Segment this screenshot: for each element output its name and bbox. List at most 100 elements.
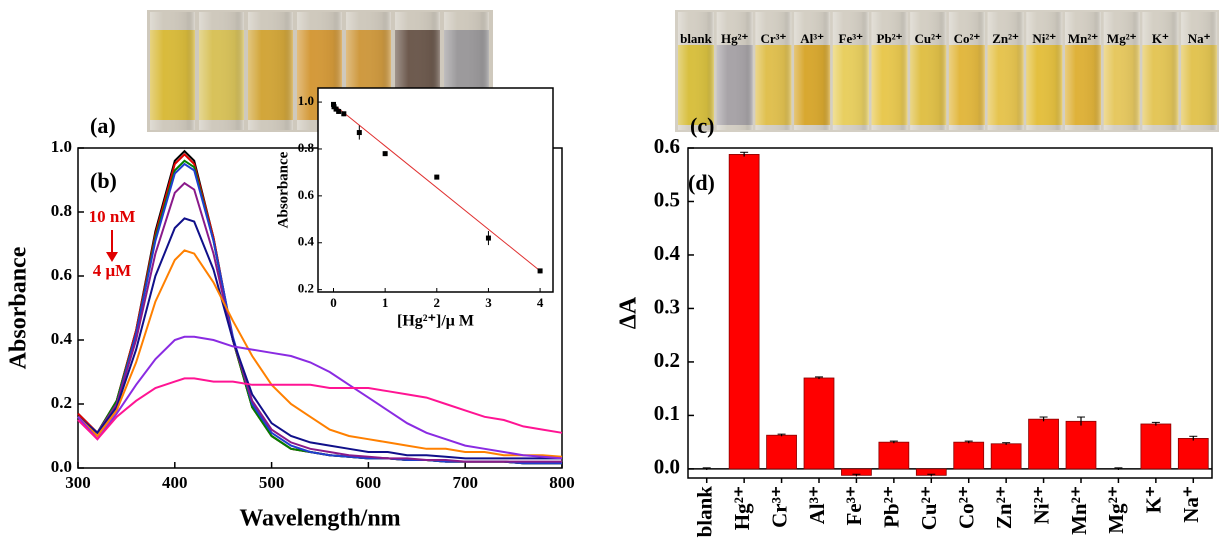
vial-glass	[1142, 12, 1178, 130]
annotation: 4 μM	[93, 261, 131, 280]
point	[357, 130, 362, 135]
vial-label: Cr³⁺	[760, 31, 786, 46]
vial-glass	[872, 12, 908, 130]
vial-label: Zn²⁺	[992, 31, 1019, 46]
spectrum-line	[78, 337, 562, 459]
vial-label: K⁺	[1152, 31, 1169, 46]
vial-label: Pb²⁺	[877, 31, 903, 46]
x-tick-label: 4	[537, 295, 544, 310]
x-tick-label: Cu²⁺	[917, 486, 941, 530]
y-tick-label: 0.4	[654, 241, 681, 265]
y-axis-title: ΔA	[616, 296, 642, 329]
point	[336, 109, 341, 114]
vial-glass	[794, 12, 830, 130]
panel-label: (c)	[690, 113, 714, 138]
bar	[1029, 419, 1059, 469]
point	[486, 236, 491, 241]
x-tick-label: 700	[452, 473, 478, 492]
bar	[1066, 421, 1096, 469]
x-tick-label: 800	[549, 473, 575, 492]
vial-label: Na⁺	[1188, 31, 1211, 46]
x-tick-label: Co²⁺	[955, 486, 979, 529]
bar	[991, 444, 1021, 469]
x-tick-label: Cr³⁺	[767, 486, 791, 528]
annotation: 10 nM	[89, 207, 136, 226]
x-tick-label: 400	[162, 473, 188, 492]
y-axis-title: Absorbance	[6, 246, 32, 369]
y-tick-label: 0.5	[654, 187, 680, 211]
x-tick-label: Al³⁺	[805, 486, 829, 524]
x-tick-label: Hg²⁺	[730, 486, 754, 530]
x-tick-label: 1	[382, 295, 389, 310]
bar	[767, 435, 797, 469]
vial-glass	[150, 12, 195, 130]
point	[341, 111, 346, 116]
bar	[804, 378, 834, 469]
vial-label: Co²⁺	[954, 31, 981, 46]
y-tick-label: 0.2	[654, 348, 680, 372]
panel-label: (b)	[90, 168, 117, 193]
vial-glass	[1104, 12, 1140, 130]
vial-label: Fe³⁺	[839, 31, 864, 46]
y-tick-label: 0.4	[51, 329, 73, 348]
vial-label: blank	[680, 31, 713, 46]
y-tick-label: 0.1	[654, 401, 680, 425]
vial-label: Hg²⁺	[721, 31, 749, 46]
spectrum-line	[78, 378, 562, 439]
x-tick-label: 500	[259, 473, 285, 492]
figure: blank Hg²⁺ Cr³⁺ Al³⁺ Fe³⁺ Pb²⁺ Cu²⁺ Co²⁺ Zn²⁺ Ni²…	[0, 0, 1219, 548]
x-tick-label: 2	[434, 295, 441, 310]
panel-label: (a)	[90, 113, 116, 138]
vial-glass	[717, 12, 753, 130]
y-tick-label: 0.8	[51, 201, 72, 220]
plot-frame	[688, 148, 1212, 478]
x-tick-label: Na⁺	[1179, 486, 1203, 523]
y-tick-label: 0.6	[298, 187, 315, 202]
y-tick-label: 0.2	[51, 393, 72, 412]
y-axis-title: Absorbance	[275, 151, 291, 228]
y-tick-label: 0.4	[298, 234, 315, 249]
point	[434, 175, 439, 180]
y-tick-label: 0.3	[654, 294, 680, 318]
x-tick-label: K⁺	[1142, 486, 1166, 513]
vial-label: Mg²⁺	[1107, 31, 1137, 46]
bar	[879, 442, 909, 469]
vial-photo-c: blank Hg²⁺ Cr³⁺ Al³⁺ Fe³⁺ Pb²⁺ Cu²⁺ Co²⁺ Zn²⁺ Ni²…	[675, 10, 1219, 132]
vial-glass	[755, 12, 791, 130]
vial-label: Al³⁺	[800, 31, 824, 46]
bar	[954, 442, 984, 469]
y-tick-label: 0.6	[654, 134, 680, 158]
vial-label: Ni²⁺	[1032, 31, 1056, 46]
y-tick-label: 0.2	[298, 281, 314, 296]
x-tick-label: Ni²⁺	[1029, 486, 1053, 524]
x-axis-title: [Hg²⁺]/μ M	[397, 313, 474, 330]
vial-glass	[988, 12, 1024, 130]
y-tick-label: 0.0	[51, 457, 72, 476]
bar	[729, 154, 759, 468]
inset-bg	[318, 88, 553, 292]
x-tick-label: Mn²⁺	[1067, 486, 1091, 535]
vial-glass	[248, 12, 293, 130]
vial-glass	[949, 12, 985, 130]
vial-label: Cu²⁺	[915, 31, 943, 46]
x-tick-label: Mg²⁺	[1104, 486, 1128, 534]
vial-glass	[1026, 12, 1062, 130]
x-tick-label: Fe³⁺	[842, 486, 866, 526]
bar	[1178, 438, 1208, 468]
x-tick-label: blank	[693, 486, 717, 538]
y-tick-label: 0.0	[654, 455, 680, 479]
point	[383, 151, 388, 156]
bar	[1141, 424, 1171, 469]
point	[538, 268, 543, 273]
x-tick-label: Zn²⁺	[992, 486, 1016, 529]
vial-glass	[1065, 12, 1101, 130]
y-tick-label: 0.6	[51, 265, 72, 284]
x-axis-title: Wavelength/nm	[239, 506, 400, 532]
x-tick-label: Pb²⁺	[880, 486, 904, 528]
vial-glass	[833, 12, 869, 130]
y-tick-label: 1.0	[51, 137, 72, 156]
x-tick-label: 600	[356, 473, 382, 492]
vial-glass	[910, 12, 946, 130]
y-tick-label: 0.8	[298, 140, 315, 155]
x-tick-label: 0	[330, 295, 337, 310]
